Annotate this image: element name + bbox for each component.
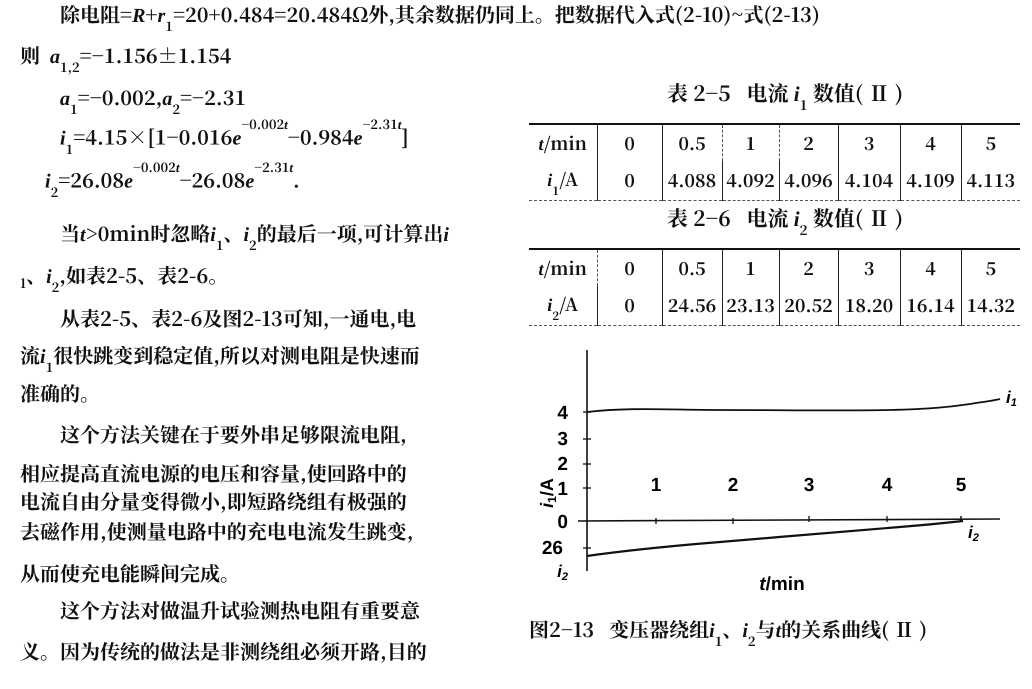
svg-text:i1: i1: [1006, 388, 1017, 409]
svg-text:2: 2: [557, 454, 568, 475]
svg-text:i2: i2: [557, 562, 568, 583]
svg-text:t/min: t/min: [759, 574, 804, 595]
svg-text:i1/A: i1/A: [537, 478, 559, 508]
svg-text:3: 3: [557, 429, 568, 450]
svg-text:0: 0: [557, 512, 568, 533]
svg-text:4: 4: [557, 403, 568, 424]
svg-text:3: 3: [804, 475, 815, 496]
svg-text:26: 26: [542, 538, 563, 559]
svg-text:i2: i2: [968, 523, 979, 544]
svg-text:2: 2: [728, 475, 739, 496]
svg-text:5: 5: [956, 475, 967, 496]
svg-text:1: 1: [651, 475, 662, 496]
svg-text:1: 1: [557, 479, 568, 500]
svg-text:4: 4: [882, 475, 893, 496]
